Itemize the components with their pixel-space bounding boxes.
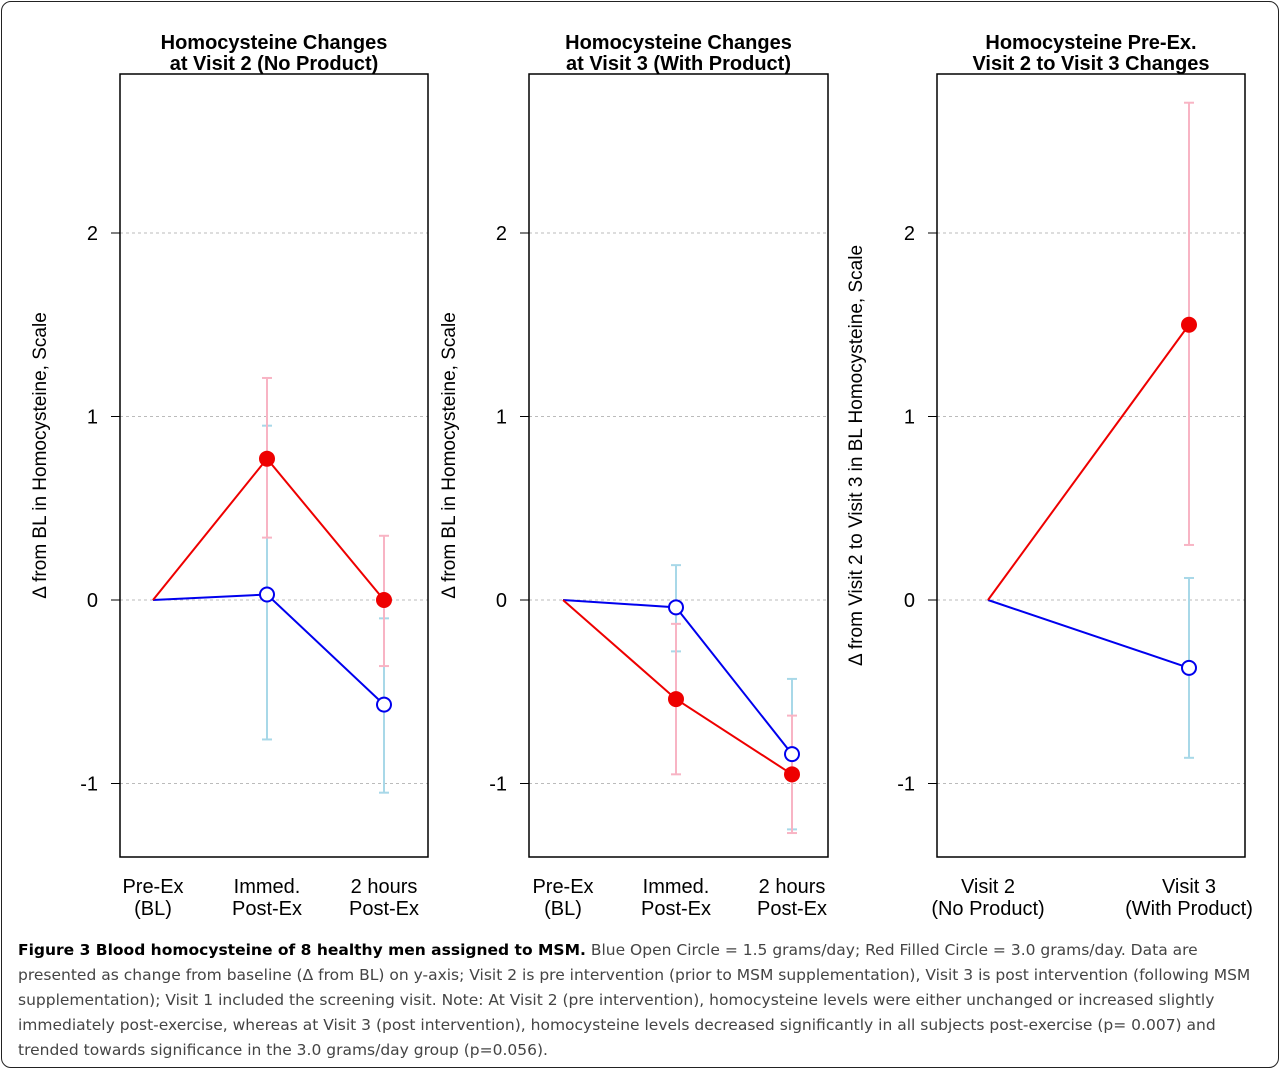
data-point-filled-circle [259,450,275,467]
x-tick-label: Visit 3 [1162,876,1216,898]
data-point-filled-circle [1181,316,1197,333]
x-tick-label: Immed. [643,876,710,898]
x-tick-label: Post-Ex [349,898,419,920]
data-point-open-circle [259,586,275,603]
data-point-filled-circle [376,592,392,608]
series-line-red [562,599,793,776]
caption-text: Blue Open Circle = 1.5 grams/day; Red Fi… [18,941,1251,1059]
chart-title-line: at Visit 2 (No Product) [170,53,379,75]
x-tick-label: Pre-Ex [122,876,183,898]
x-tick-label: (BL) [544,898,582,920]
plot-frame [119,73,429,858]
y-tick-label: 2 [904,223,915,245]
caption-title: Figure 3 Blood homocysteine of 8 healthy… [18,941,586,959]
x-tick-label: Post-Ex [641,898,711,920]
chart-title-line: Homocysteine Changes [565,32,792,54]
y-tick-label: 1 [87,407,98,429]
x-tick-label: 2 hours [351,876,418,898]
y-tick-label: 1 [496,407,507,429]
x-tick-label: Immed. [234,876,301,898]
y-tick-label: -1 [897,774,915,796]
x-tick-label: Pre-Ex [532,876,593,898]
data-point-filled-circle [668,691,684,708]
chart-title-line: Homocysteine Pre-Ex. [985,32,1196,54]
y-axis-label: Δ from BL in Homocysteine, Scale [30,312,51,599]
x-tick-label: Visit 2 [961,876,1015,898]
data-point-filled-circle [784,766,800,783]
y-tick-label: 0 [87,590,98,612]
series-line-red [152,457,385,601]
y-tick-label: 2 [87,223,98,245]
data-point-open-circle [376,696,392,713]
data-point-open-circle [1181,659,1197,676]
y-tick-label: 2 [496,223,507,245]
series-line-red [987,324,1190,601]
plot-frame [528,73,829,858]
data-point-open-circle [784,746,800,763]
figure-caption: Figure 3 Blood homocysteine of 8 healthy… [18,938,1268,1063]
x-tick-label: 2 hours [759,876,826,898]
y-axis-label: Δ from Visit 2 to Visit 3 in BL Homocyst… [846,245,867,666]
x-tick-label: (No Product) [931,898,1044,920]
data-point-open-circle [668,599,684,616]
y-tick-label: -1 [489,774,507,796]
chart-panel-visit-change: Homocysteine Pre-Ex.Visit 2 to Visit 3 C… [846,32,1253,920]
x-tick-label: Post-Ex [757,898,827,920]
y-tick-label: 0 [496,590,507,612]
chart-title-line: Homocysteine Changes [161,32,388,54]
chart-title-line: at Visit 3 (With Product) [566,53,791,75]
y-tick-label: 0 [904,590,915,612]
chart-title-line: Visit 2 to Visit 3 Changes [972,53,1209,75]
x-tick-label: (With Product) [1125,898,1253,920]
x-tick-label: (BL) [134,898,172,920]
plot-frame [936,73,1246,858]
y-tick-label: 1 [904,407,915,429]
series-line-blue [152,593,385,706]
x-tick-label: Post-Ex [232,898,302,920]
y-tick-label: -1 [80,774,98,796]
series-line-blue [987,599,1190,669]
y-axis-label: Δ from BL in Homocysteine, Scale [439,312,460,599]
